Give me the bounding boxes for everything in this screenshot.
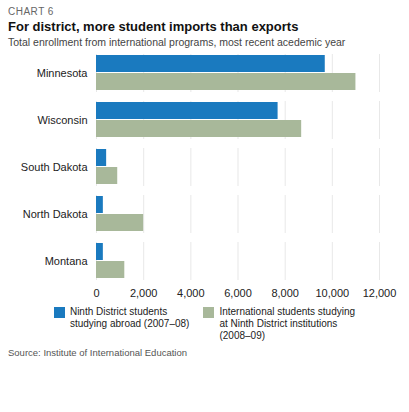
- svg-text:Minnesota: Minnesota: [37, 67, 89, 79]
- svg-text:0: 0: [93, 287, 99, 299]
- svg-text:12,000: 12,000: [363, 287, 397, 299]
- svg-text:Wisconsin: Wisconsin: [37, 114, 87, 126]
- html-text:For district, more student imp: For district, more student imports than …: [8, 19, 299, 34]
- svg-text:4,000: 4,000: [177, 287, 205, 299]
- html-text:Total enrollment from internat: Total enrollment from international prog…: [8, 36, 346, 48]
- svg-text:South Dakota: South Dakota: [21, 161, 89, 173]
- html-text:Ninth District students studyi: Ninth District students studying abroad …: [69, 306, 190, 329]
- svg-text:Montana: Montana: [45, 255, 89, 267]
- svg-text:8,000: 8,000: [271, 287, 299, 299]
- svg-text:6,000: 6,000: [224, 287, 252, 299]
- svg-text:2,000: 2,000: [130, 287, 158, 299]
- svg-text:North Dakota: North Dakota: [23, 208, 89, 220]
- svg-text:10,000: 10,000: [316, 287, 350, 299]
- html-text:CHART 6: CHART 6: [8, 6, 54, 17]
- html-text:International students studyin: International students studying at Ninth…: [219, 306, 356, 341]
- html-text:Source: Institute of Internati: Source: Institute of International Educa…: [8, 347, 187, 358]
